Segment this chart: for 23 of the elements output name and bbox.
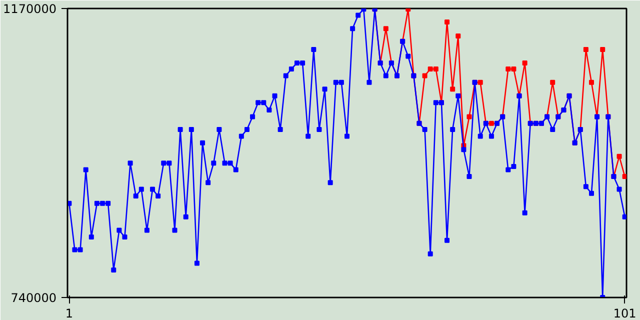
- point: [450, 86, 456, 92]
- point: [428, 66, 433, 72]
- point: [478, 80, 483, 85]
- point: [433, 66, 438, 72]
- point: [522, 60, 528, 66]
- point: [511, 66, 516, 72]
- point: [616, 154, 622, 159]
- point: [550, 80, 556, 85]
- x-tick-label: 1: [65, 306, 73, 320]
- point: [622, 174, 626, 180]
- point: [488, 120, 494, 126]
- point: [583, 47, 588, 52]
- point: [383, 26, 388, 32]
- y-tick-label: 1170000: [3, 2, 57, 16]
- x-tick-label: 101: [613, 306, 636, 320]
- point: [600, 47, 606, 52]
- point: [422, 73, 428, 78]
- point: [466, 114, 472, 120]
- point: [456, 34, 461, 39]
- y-tick-label: 740000: [10, 291, 57, 305]
- point: [444, 19, 450, 24]
- point: [588, 80, 594, 85]
- point: [506, 66, 511, 72]
